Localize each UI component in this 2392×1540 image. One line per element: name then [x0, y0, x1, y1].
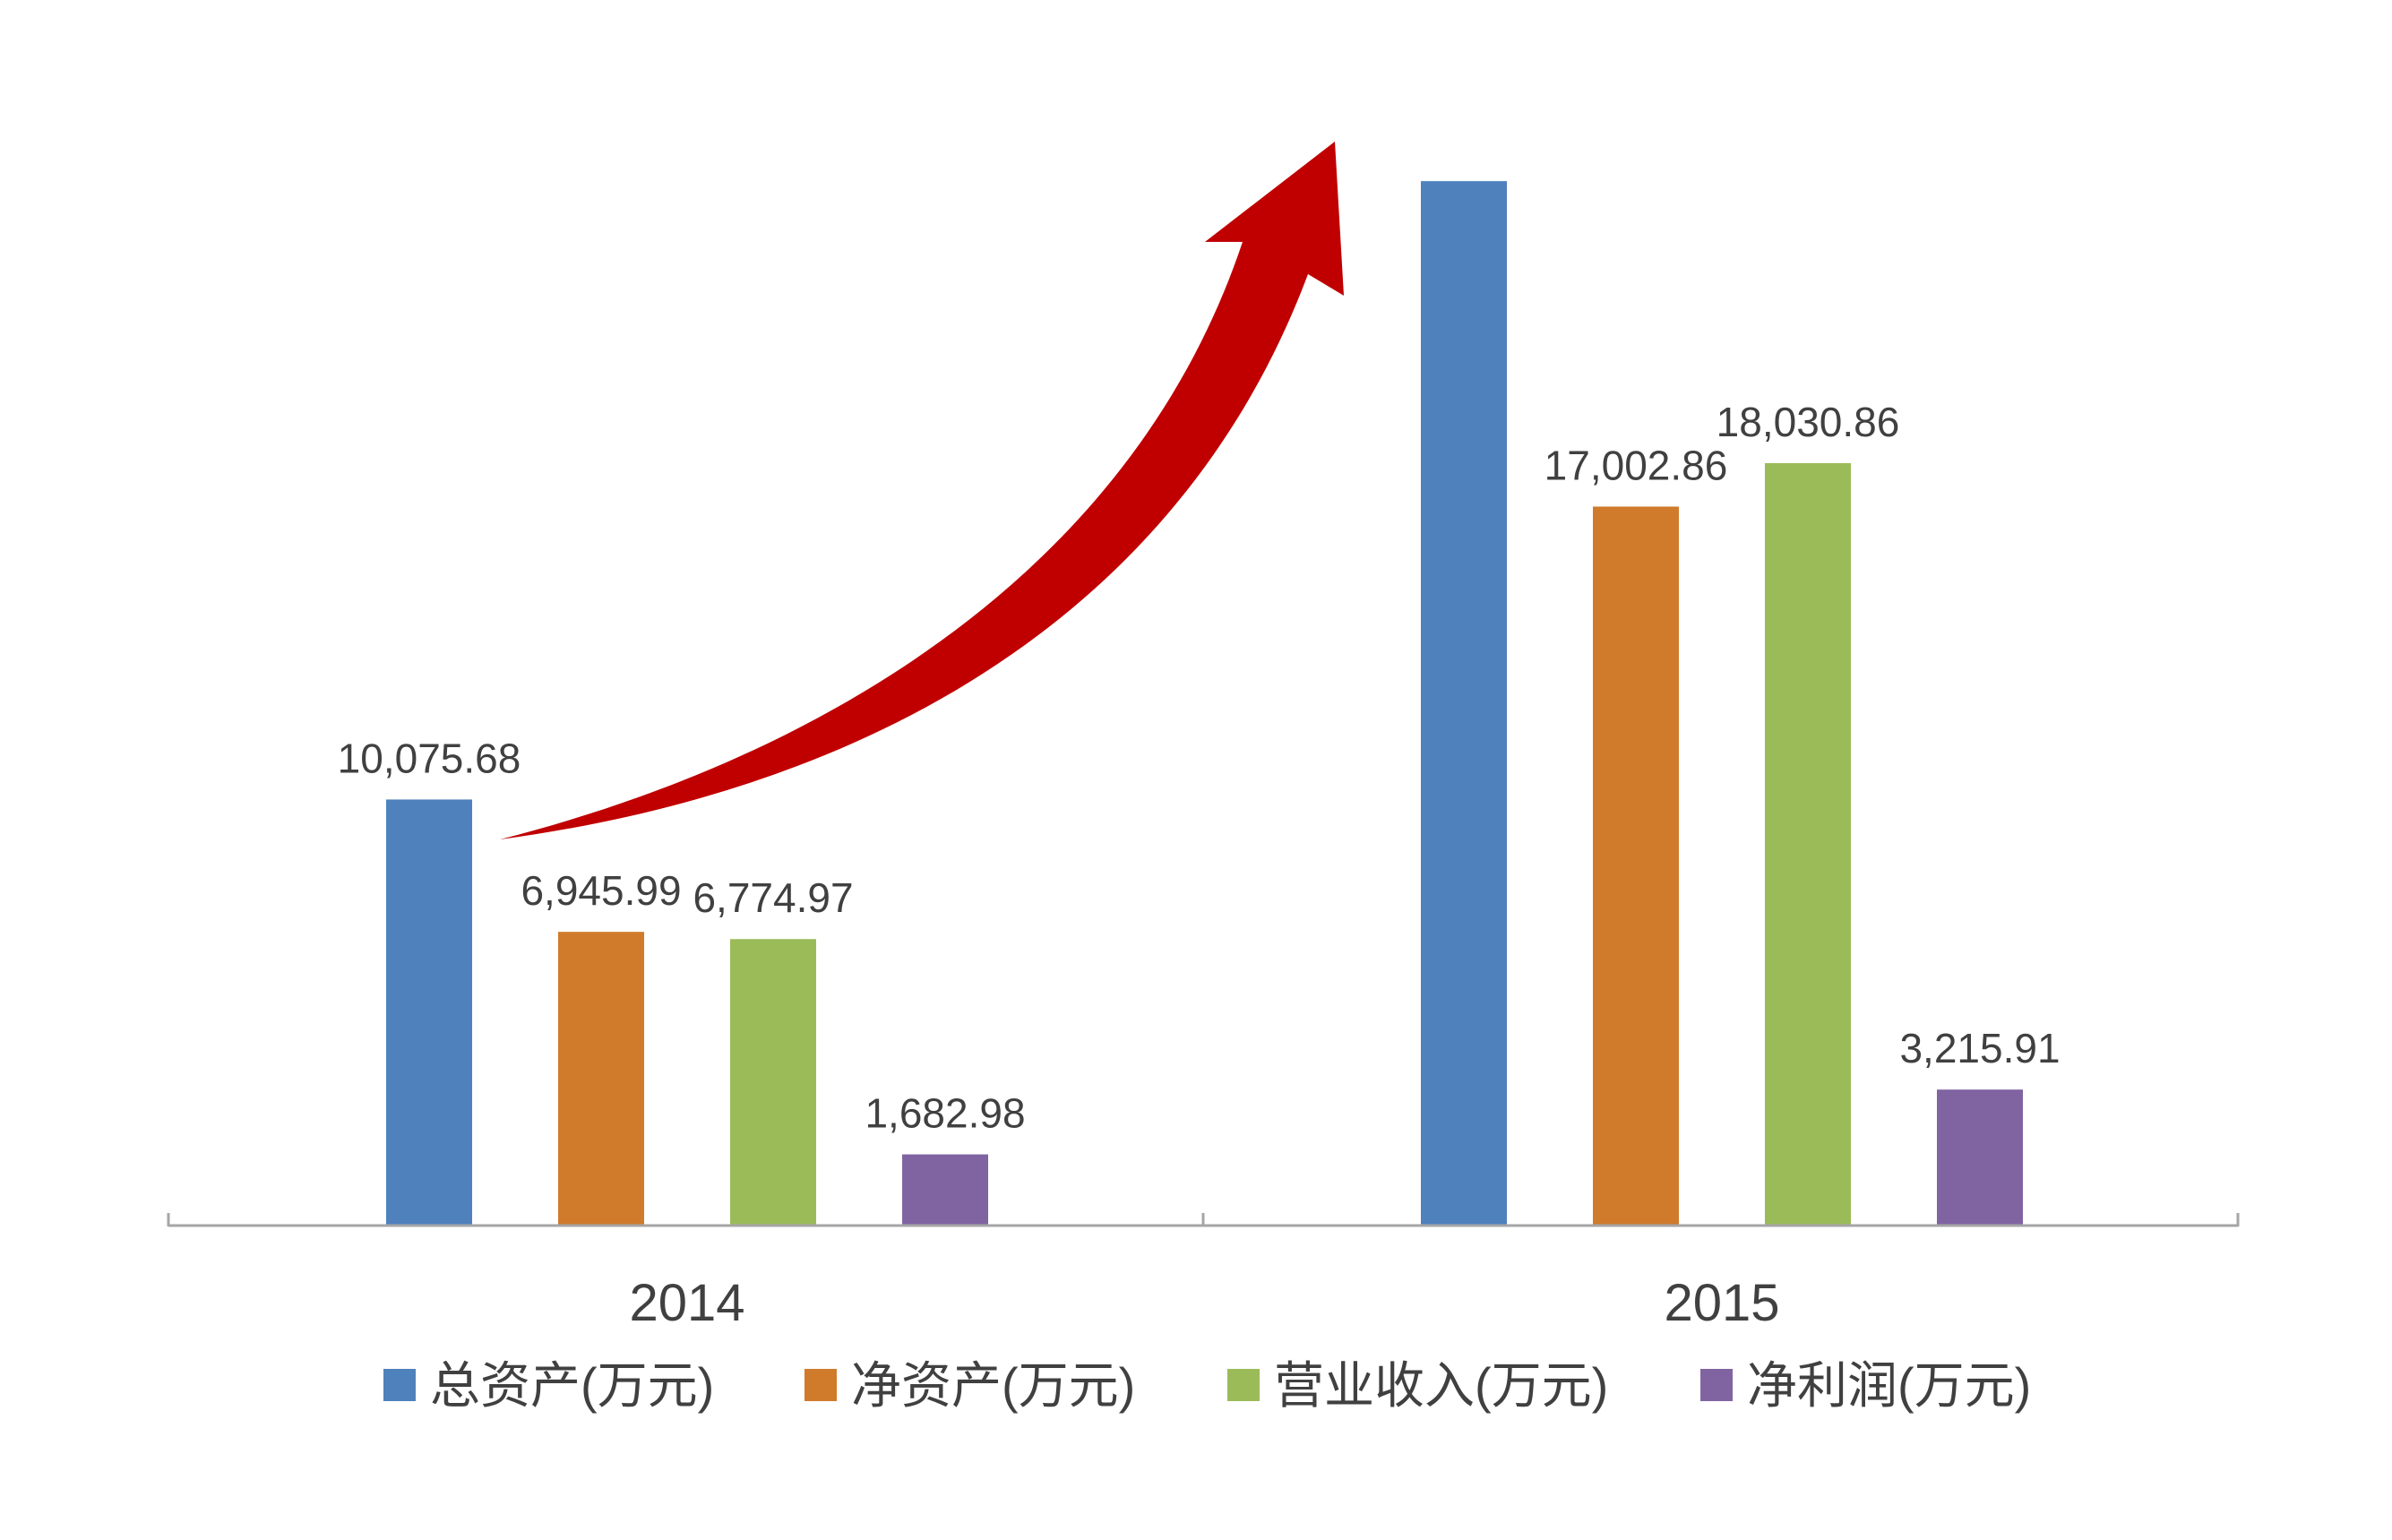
bar-2014-3	[730, 939, 816, 1226]
legend-swatch-4	[1700, 1369, 1733, 1401]
data-labels-layer: 10,075.68 6,945.99 6,774.97 1,682.98 17,002.…	[338, 399, 2061, 1137]
data-label-2015-2: 17,002.86	[1544, 442, 1728, 488]
bar-2015-2	[1593, 506, 1679, 1226]
legend-label-3: 营业收入(万元)	[1274, 1357, 1608, 1414]
growth-arrow	[500, 142, 1344, 839]
data-label-2014-2: 6,945.99	[521, 867, 681, 914]
legend-label-4: 净利润(万元)	[1747, 1357, 2031, 1414]
bar-2014-1	[386, 799, 472, 1226]
data-label-2014-4: 1,682.98	[865, 1090, 1025, 1137]
bar-2015-4	[1937, 1089, 2023, 1226]
data-label-2015-3: 18,030.86	[1717, 399, 1900, 445]
legend: 总资产(万元) 净资产(万元) 营业收入(万元) 净利润(万元)	[383, 1357, 2031, 1414]
bar-2014-4	[902, 1154, 988, 1226]
x-tick-labels: 2014 2015	[629, 1274, 1779, 1332]
legend-swatch-3	[1227, 1369, 1260, 1401]
growth-arrow-shape	[500, 142, 1344, 839]
x-tick-label-2014: 2014	[629, 1274, 744, 1332]
bar-2015-1	[1421, 181, 1507, 1226]
legend-swatch-2	[805, 1369, 837, 1401]
bar-2015-3	[1765, 462, 1851, 1226]
data-label-2014-3: 6,774.97	[693, 874, 853, 921]
x-tick-label-2015: 2015	[1664, 1274, 1779, 1332]
bar-2014-2	[558, 932, 644, 1226]
legend-label-1: 总资产(万元)	[430, 1357, 714, 1414]
bars-layer	[386, 181, 2023, 1226]
data-label-2015-4: 3,215.91	[1899, 1025, 2060, 1071]
legend-label-2: 净资产(万元)	[851, 1357, 1135, 1414]
data-label-2014-1: 10,075.68	[338, 735, 521, 781]
x-axis	[167, 1213, 2240, 1227]
legend-swatch-1	[383, 1369, 416, 1401]
